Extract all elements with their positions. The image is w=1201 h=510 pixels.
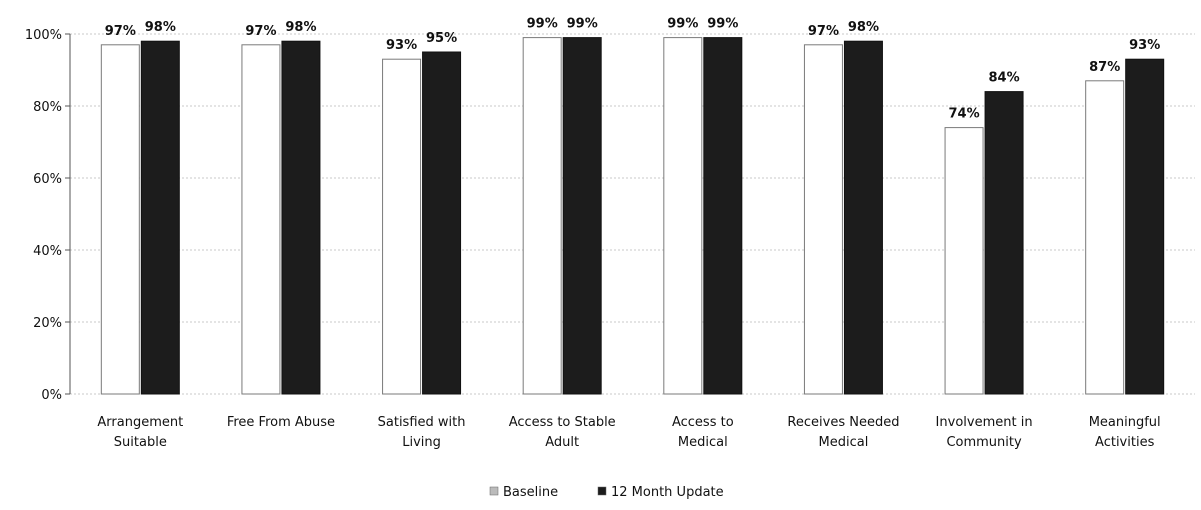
data-label-12-month-update: 98% (848, 20, 879, 35)
data-label-baseline: 99% (527, 17, 558, 32)
bar-12-month-update (843, 40, 883, 395)
data-label-12-month-update: 98% (145, 20, 176, 35)
bar-12-month-update (422, 51, 462, 395)
category-label: Access to Stable Adult (509, 415, 616, 450)
bar-baseline (663, 37, 703, 395)
category-label: Satisfied with Living (378, 415, 466, 450)
bar-12-month-update (1125, 58, 1165, 395)
data-label-12-month-update: 93% (1129, 38, 1160, 53)
y-tick-label: 20% (33, 316, 62, 331)
bar-baseline (100, 44, 140, 395)
bar-baseline (522, 37, 562, 395)
data-label-12-month-update: 95% (426, 31, 457, 46)
category-label: Arrangement Suitable (97, 415, 183, 450)
category-label: Meaningful Activities (1089, 415, 1161, 450)
y-tick-label: 100% (25, 28, 62, 43)
bar-12-month-update (281, 40, 321, 395)
data-label-baseline: 87% (1089, 60, 1120, 75)
bar-baseline (803, 44, 843, 395)
legend: Baseline 12 Month Update (489, 485, 724, 500)
bar-baseline (382, 58, 422, 395)
category-label: Receives Needed Medical (787, 415, 899, 450)
y-tick-label: 60% (33, 172, 62, 187)
grid-lines (70, 33, 1195, 395)
bar-12-month-update (703, 37, 743, 395)
bars (100, 37, 1165, 395)
legend-swatch (489, 486, 499, 496)
bar-baseline (1085, 80, 1125, 395)
data-label-baseline: 97% (245, 24, 276, 39)
bar-12-month-update (984, 91, 1024, 395)
data-label-12-month-update: 98% (285, 20, 316, 35)
category-label: Free From Abuse (227, 415, 335, 430)
data-label-baseline: 93% (386, 38, 417, 53)
data-label-baseline: 99% (667, 17, 698, 32)
legend-swatch (597, 486, 607, 496)
legend-label: Baseline (503, 485, 558, 500)
y-tick-label: 0% (41, 388, 62, 403)
bar-baseline (241, 44, 281, 395)
legend-label: 12 Month Update (611, 485, 724, 500)
data-label-12-month-update: 84% (989, 71, 1020, 86)
category-labels: Arrangement Suitable Free From Abuse Satisf… (97, 415, 1160, 450)
bar-12-month-update (140, 40, 180, 395)
category-label: Involvement in Community (936, 415, 1033, 450)
y-axis: 0% 20% 40% 60% 80% 100% (25, 28, 71, 403)
data-label-12-month-update: 99% (707, 17, 738, 32)
bar-baseline (944, 127, 984, 395)
y-tick-label: 80% (33, 100, 62, 115)
data-label-baseline: 74% (949, 107, 980, 122)
data-label-baseline: 97% (808, 24, 839, 39)
data-label-baseline: 97% (105, 24, 136, 39)
data-label-12-month-update: 99% (567, 17, 598, 32)
data-labels: 97% 98% 97% 98% 93% 95% 99% 99% 99% 99% 97% 98% 74% 8… (105, 17, 1161, 122)
category-label: Access to Medical (672, 415, 734, 450)
bar-12-month-update (562, 37, 602, 395)
y-tick-label: 40% (33, 244, 62, 259)
